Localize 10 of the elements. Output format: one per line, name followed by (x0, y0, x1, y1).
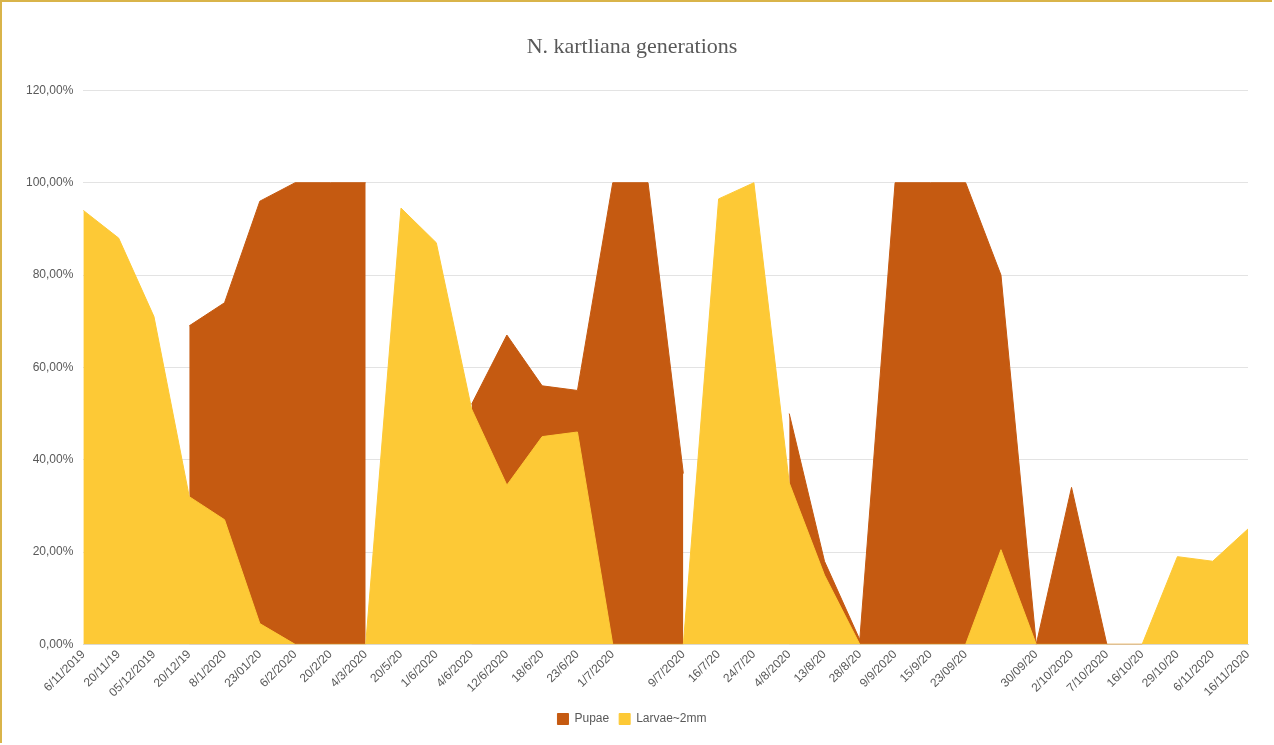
legend-label: Larvae~2mm (636, 711, 707, 726)
y-tick-label: 40,00% (32, 452, 74, 467)
chart-title: N. kartliana generations (526, 32, 738, 58)
legend-label: Pupae (574, 711, 610, 726)
y-tick-label: 80,00% (32, 267, 74, 282)
y-tick-label: 120,00% (26, 82, 74, 97)
y-tick-label: 60,00% (32, 359, 74, 374)
y-tick-label: 0,00% (39, 636, 74, 651)
y-tick-label: 100,00% (26, 175, 74, 190)
y-tick-label: 20,00% (32, 544, 74, 559)
